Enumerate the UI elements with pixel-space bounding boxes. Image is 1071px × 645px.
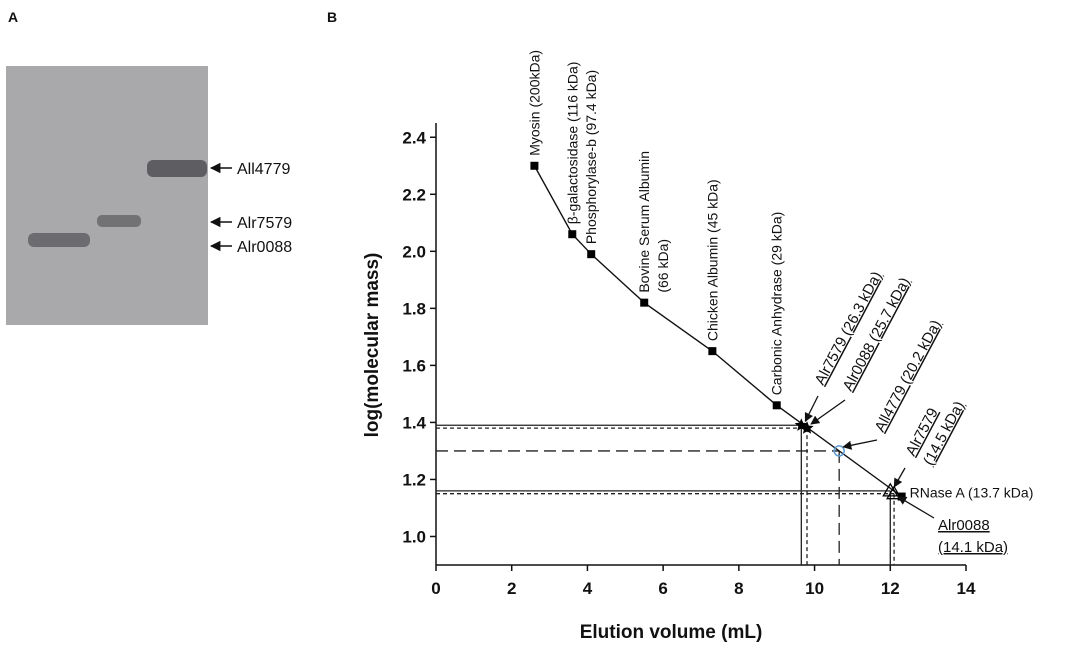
y-tick-label: 2.0 — [402, 242, 426, 261]
y-axis-title: log(molecular mass) — [362, 253, 383, 438]
y-tick-label: 1.0 — [402, 527, 426, 546]
x-tick-label: 8 — [734, 579, 743, 598]
x-tick-label: 0 — [431, 579, 440, 598]
standard-label: RNase A (13.7 kDa) — [910, 485, 1034, 501]
standard-label: Myosin (200kDa) — [526, 50, 542, 156]
standard-point — [640, 299, 648, 307]
panel-label: B — [327, 9, 337, 25]
x-tick-label: 4 — [583, 579, 593, 598]
standard-point — [708, 347, 716, 355]
arrow — [843, 440, 877, 447]
x-tick-label: 10 — [805, 579, 824, 598]
sample-label: (14.1 kDa) — [938, 539, 1008, 556]
x-axis-title: Elution volume (mL) — [580, 622, 763, 643]
sample-label: Alr0088 — [938, 517, 990, 534]
standard-label: (66 kDa) — [655, 239, 671, 293]
band-label: Alr0088 — [237, 239, 292, 256]
x-tick-label: 14 — [957, 579, 976, 598]
panel-label: A — [8, 9, 18, 25]
y-tick-label: 1.2 — [402, 470, 426, 489]
arrow — [894, 468, 905, 487]
standard-label: Phosphorylase-b (97.4 kDa) — [583, 70, 599, 244]
y-tick-label: 1.8 — [402, 299, 426, 318]
x-tick-label: 6 — [658, 579, 667, 598]
band-label: Alr7579 — [237, 215, 292, 232]
standard-point — [530, 162, 538, 170]
gel-image — [6, 66, 208, 325]
y-tick-label: 2.4 — [402, 128, 426, 147]
figure: A B All4779 Alr7579 Alr0088 0 2 4 6 8 10 12 14 1.0… — [0, 0, 1071, 645]
standard-label: Chicken Albumin (45 kDa) — [704, 179, 720, 341]
x-tick-label: 2 — [507, 579, 516, 598]
standard-label: Carbonic Anhydrase (29 kDa) — [769, 212, 785, 396]
standard-label: Bovine Serum Albumin — [636, 151, 652, 293]
y-tick-label: 2.2 — [402, 185, 426, 204]
x-tick-label: 12 — [881, 579, 900, 598]
y-tick-label: 1.4 — [402, 413, 426, 432]
arrow — [811, 400, 845, 424]
standard-point — [568, 230, 576, 238]
arrow — [805, 396, 818, 421]
standard-point — [587, 250, 595, 258]
standard-point — [773, 401, 781, 409]
standard-label: β-galactosidase (116 kDa) — [564, 62, 580, 225]
y-tick-label: 1.6 — [402, 356, 426, 375]
band-label: All4779 — [237, 161, 290, 178]
